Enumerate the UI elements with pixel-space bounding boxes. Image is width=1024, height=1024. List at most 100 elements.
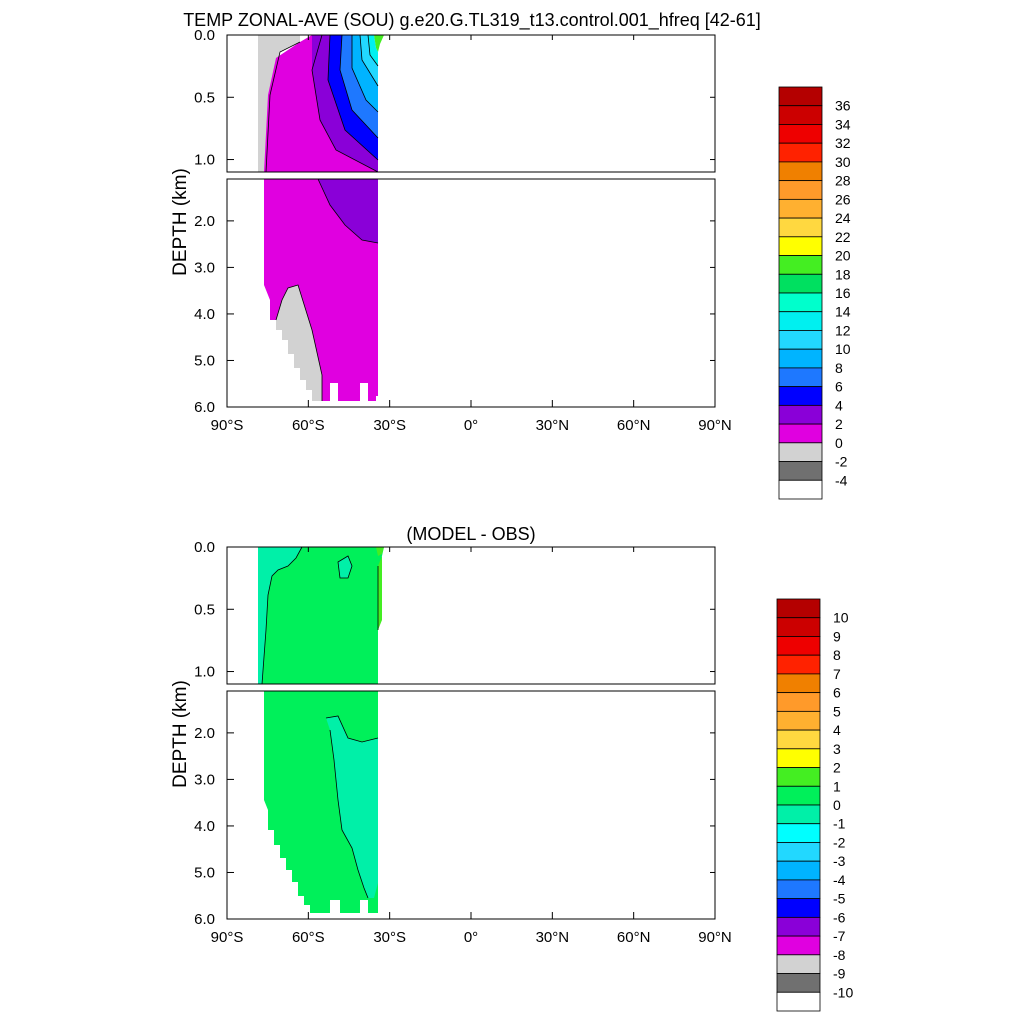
colorbar-swatch xyxy=(778,198,823,219)
colorbar-swatch xyxy=(778,348,823,369)
colorbar-swatch xyxy=(778,161,823,182)
colorbar-label: 0 xyxy=(833,797,841,813)
colorbar-label: 6 xyxy=(833,685,841,701)
colorbar-swatch xyxy=(778,330,823,350)
colorbar-label: 10 xyxy=(835,341,851,357)
colorbar-swatch xyxy=(776,935,821,956)
colorbar-label: 8 xyxy=(833,647,841,663)
colorbar-label: 4 xyxy=(833,722,841,738)
colorbar-label: 3 xyxy=(833,741,841,757)
colorbar-label: 34 xyxy=(835,116,851,132)
colorbar-label: 16 xyxy=(835,285,851,301)
colorbar-label: 1 xyxy=(833,778,841,794)
x-tick-label: 0° xyxy=(464,417,478,434)
colorbar-swatch xyxy=(776,748,821,768)
colorbar-swatch xyxy=(776,767,821,787)
colorbar-label: -7 xyxy=(833,928,846,944)
colorbar-swatch xyxy=(776,710,821,731)
fill-green-1-sliver xyxy=(378,556,382,630)
colorbar-label: -4 xyxy=(833,872,846,888)
chart-1-y-ticks-upper: 0.0 0.5 1.0 xyxy=(194,27,715,169)
y-tick-label: 6.0 xyxy=(194,399,215,416)
x-tick-label: 60°S xyxy=(292,929,325,946)
colorbar-swatch xyxy=(778,367,823,388)
x-tick-label: 60°N xyxy=(617,417,651,434)
fill-aqua-minus1-deep xyxy=(326,716,378,898)
colorbar-swatch xyxy=(778,423,823,444)
colorbar-label: 10 xyxy=(833,610,849,626)
colorbar-label: 18 xyxy=(835,266,851,282)
colorbar-swatch xyxy=(778,236,823,256)
chart-1: TEMP ZONAL-AVE (SOU) g.e20.G.TL319_t13.c… xyxy=(170,10,851,500)
colorbar-label: 24 xyxy=(835,210,851,226)
y-tick-label: 1.0 xyxy=(194,664,215,681)
x-tick-label: 30°N xyxy=(536,417,570,434)
colorbar-swatch xyxy=(776,879,821,900)
colorbar-label: -6 xyxy=(833,909,846,925)
x-tick-label: 30°S xyxy=(373,929,406,946)
chart-2-y-ticks-upper: 0.0 0.5 1.0 xyxy=(194,539,715,681)
colorbar-label: 9 xyxy=(833,628,841,644)
colorbar-swatch xyxy=(776,842,821,862)
colorbar-swatch xyxy=(778,461,823,481)
y-tick-label: 3.0 xyxy=(194,771,215,788)
x-tick-label: 60°N xyxy=(617,929,651,946)
colorbar-label: 12 xyxy=(835,322,851,338)
fill-blue-4 xyxy=(328,35,378,160)
colorbar-label: -2 xyxy=(835,454,848,470)
colorbar-label: 26 xyxy=(835,191,851,207)
chart-1-title: TEMP ZONAL-AVE (SOU) g.e20.G.TL319_t13.c… xyxy=(183,10,761,31)
fill-purple-2-deep xyxy=(318,179,378,243)
chart-2-lower-fills xyxy=(264,691,379,913)
upper-contour-lines xyxy=(265,34,379,173)
colorbar-swatch xyxy=(776,916,821,937)
colorbar-label: 36 xyxy=(835,98,851,114)
fill-green-1-top xyxy=(376,547,384,556)
colorbar-swatch xyxy=(776,860,821,881)
fill-magenta-0 xyxy=(264,35,378,172)
colorbar-swatch xyxy=(778,442,823,462)
y-tick-label: 4.0 xyxy=(194,306,215,323)
colorbar-label: -2 xyxy=(833,834,846,850)
chart-2-y-ticks-lower: 2.0 3.0 4.0 5.0 6.0 xyxy=(194,725,715,928)
colorbar-swatch xyxy=(776,636,821,656)
colorbar-swatch xyxy=(778,217,823,238)
fill-green-18 xyxy=(374,35,384,52)
colorbar-swatch xyxy=(778,86,823,107)
chart-1-y-ticks-lower: 2.0 3.0 4.0 5.0 6.0 xyxy=(194,213,715,416)
colorbar-swatch xyxy=(778,273,823,294)
y-tick-label: 2.0 xyxy=(194,213,215,230)
colorbar-swatch xyxy=(776,973,821,993)
fill-cyan-10 xyxy=(360,35,378,86)
lower2-contour-lines xyxy=(325,715,379,899)
colorbar-swatch xyxy=(776,673,821,694)
fill-cyan-8 xyxy=(352,35,378,112)
fill-magenta-0-deep xyxy=(264,179,378,401)
fill-aqua-minus1-edge xyxy=(258,547,302,684)
colorbar-label: -5 xyxy=(833,891,846,907)
colorbar-label: -9 xyxy=(833,966,846,982)
colorbar-label: 8 xyxy=(835,360,843,376)
colorbar-swatch xyxy=(778,142,823,163)
colorbar-swatch xyxy=(778,124,823,144)
fill-green-0 xyxy=(258,547,384,684)
chart-2-upper-fills xyxy=(258,546,384,685)
x-tick-label: 90°S xyxy=(211,929,244,946)
colorbar-label: 2 xyxy=(833,760,841,776)
y-tick-label: 5.0 xyxy=(194,864,215,881)
colorbar-swatch xyxy=(778,404,823,425)
colorbar-label: -1 xyxy=(833,816,846,832)
chart-1-ylabel: DEPTH (km) xyxy=(170,168,191,276)
colorbar-swatch xyxy=(776,785,821,806)
fill-blue-6 xyxy=(340,35,378,138)
colorbar-swatch xyxy=(776,654,821,675)
colorbar-label: 14 xyxy=(835,304,851,320)
chart-2-x-ticks: 90°S 60°S 30°S 0° 30°N 60°N 90°N xyxy=(211,547,732,946)
y-tick-label: 4.0 xyxy=(194,818,215,835)
colorbar-swatch xyxy=(778,180,823,200)
y-tick-label: 1.0 xyxy=(194,152,215,169)
colorbar-swatch xyxy=(776,692,821,712)
